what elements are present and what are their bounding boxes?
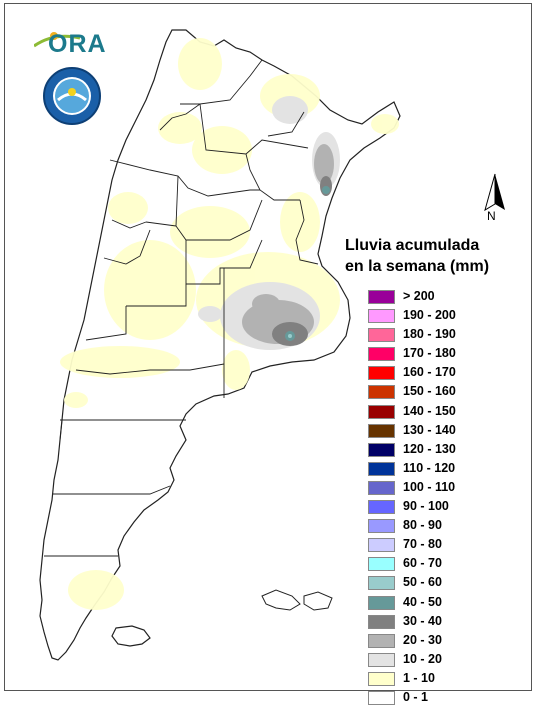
legend-swatch [368, 309, 395, 324]
legend-title-line1: Lluvia acumulada [345, 237, 480, 254]
legend-swatch [368, 461, 395, 476]
legend-label: 50 - 60 [403, 575, 442, 590]
legend-swatch [368, 557, 395, 572]
legend-swatch [368, 328, 395, 343]
legend-label: 170 - 180 [403, 346, 456, 361]
legend-label: 130 - 140 [403, 422, 456, 437]
legend-swatch [368, 480, 395, 495]
rain-50-60 [288, 334, 292, 338]
legend-swatch [368, 423, 395, 438]
legend-label: 160 - 170 [403, 365, 456, 380]
smn-seal-icon [42, 66, 102, 126]
legend-label: 110 - 120 [403, 460, 456, 475]
legend-label: 0 - 1 [403, 689, 429, 704]
legend-swatch [368, 576, 395, 591]
legend-swatch [368, 366, 395, 381]
north-label: N [487, 209, 496, 223]
legend-swatch [368, 500, 395, 515]
legend-label: 40 - 50 [403, 594, 442, 609]
argentina-outline [39, 29, 401, 661]
legend-swatch [368, 442, 395, 457]
province-borders [44, 59, 319, 557]
legend-swatch [368, 519, 395, 534]
legend-label: 100 - 110 [403, 479, 456, 494]
legend-swatch [368, 404, 395, 419]
legend-label: 70 - 80 [403, 537, 442, 552]
islas-malvinas [261, 589, 333, 611]
legend-swatch [368, 595, 395, 610]
legend-swatch [368, 671, 395, 686]
legend-label: 180 - 190 [403, 327, 456, 342]
legend-swatch [368, 385, 395, 400]
ora-logo [33, 26, 104, 62]
tierra-del-fuego [111, 625, 151, 647]
legend-title-line2: en la semana (mm) [345, 258, 490, 275]
legend-label: 60 - 70 [403, 556, 442, 571]
legend-swatch [368, 690, 395, 705]
legend-label: 10 - 20 [403, 651, 442, 666]
legend-swatch [368, 538, 395, 553]
legend-label: 80 - 90 [403, 518, 442, 533]
legend-label: 1 - 10 [403, 670, 435, 685]
legend-swatch [368, 652, 395, 667]
legend-label: 150 - 160 [403, 384, 456, 399]
ora-swoosh-icon [33, 32, 81, 48]
legend-swatch [368, 290, 395, 304]
north-arrow-icon [484, 173, 505, 212]
legend-label: 140 - 150 [403, 403, 456, 418]
legend-label: > 200 [403, 289, 435, 303]
legend-label: 90 - 100 [403, 499, 449, 514]
legend-swatch [368, 614, 395, 629]
legend-title: Lluvia acumulada en la semana (mm) [345, 235, 515, 277]
legend-label: 120 - 130 [403, 441, 456, 456]
legend-label: 30 - 40 [403, 613, 442, 628]
legend-label: 190 - 200 [403, 308, 456, 323]
legend-swatch [368, 347, 395, 362]
legend-label: 20 - 30 [403, 632, 442, 647]
legend-swatch [368, 633, 395, 648]
ora-logo-text: ORA [48, 30, 107, 58]
